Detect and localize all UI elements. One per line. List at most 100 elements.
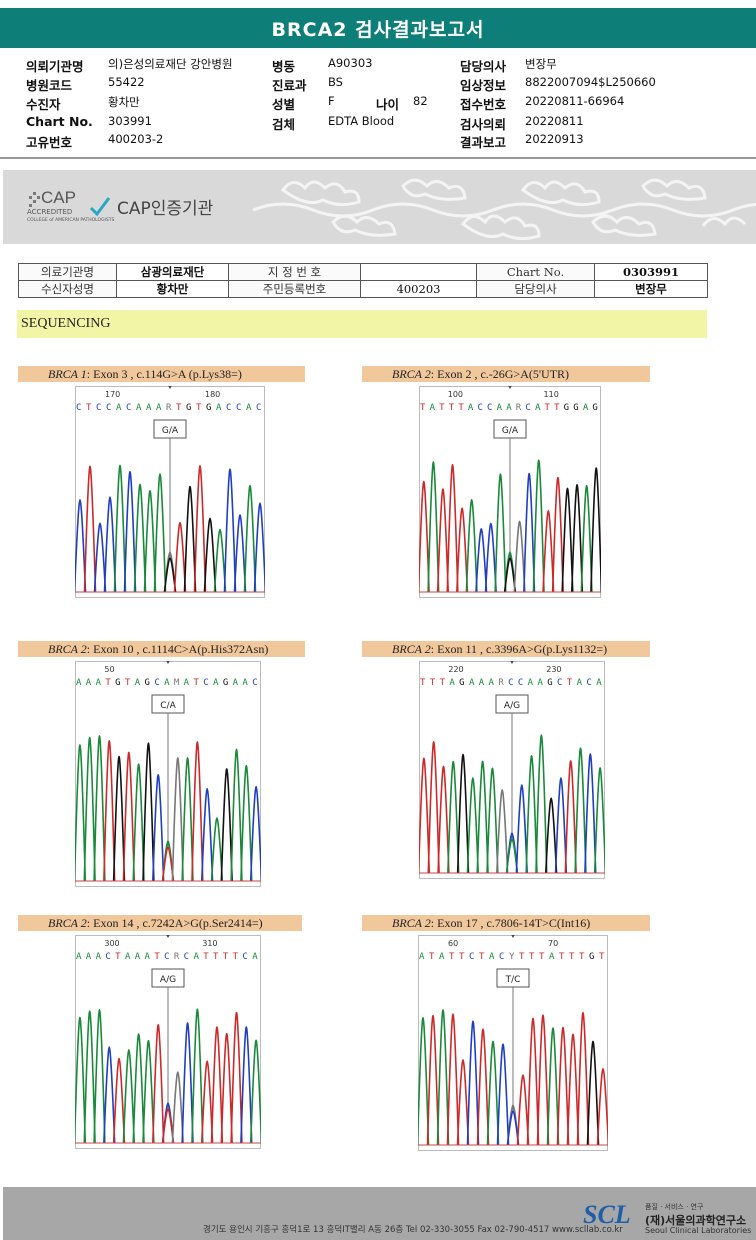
trace-peak [142, 1039, 155, 1144]
info-key: 나이 [376, 97, 400, 112]
base-call: A [469, 678, 475, 688]
trace-peak [240, 764, 253, 882]
trace-peak [496, 789, 509, 874]
cap-emblem-icon [29, 192, 111, 217]
trace-peak [418, 1017, 430, 1146]
base-call: A [156, 403, 162, 413]
trace-peak [446, 464, 459, 593]
trace-peak [163, 557, 177, 593]
cap-logo: CAP ACCREDITED COLLEGE of AMERICAN PATHO… [27, 188, 115, 230]
trace-peak [249, 1039, 261, 1144]
variant-desc: : Exon 11 , c.3396A>G(p.Lys1132=) [430, 641, 608, 656]
base-call: T [176, 403, 182, 413]
table-cell: 황차만 [116, 280, 229, 298]
footer-band [3, 1187, 756, 1240]
base-call: G [547, 678, 552, 688]
base-call: A [549, 952, 555, 962]
trace-peak [436, 488, 450, 593]
trace-peak [542, 509, 555, 593]
trace-peak [123, 470, 137, 593]
trace-peak [223, 468, 237, 593]
trace-peak [456, 507, 469, 593]
table-row: 수신자성명 황차만 주민등록번호 400203 담당의사 변장무 [18, 280, 708, 298]
base-call: A [583, 403, 589, 413]
trace-peak [152, 773, 165, 882]
base-call: A [246, 403, 252, 413]
info-row: 고유번호 400203-2 결과보고 20220913 [26, 132, 746, 150]
trace-peak [419, 480, 430, 593]
trace-peak [436, 1009, 450, 1146]
base-call: T [479, 952, 485, 962]
trace-peak [446, 1013, 460, 1146]
cap-band: CAP ACCREDITED COLLEGE of AMERICAN PATHO… [3, 170, 756, 244]
position-label: 50 [104, 665, 114, 674]
scl-tagline: 품질 · 서비스 · 연구 [645, 1203, 704, 1211]
base-call: A [506, 403, 512, 413]
trace-peak [75, 1016, 87, 1144]
base-call: R [498, 678, 504, 688]
trace-peak [574, 747, 587, 874]
trace-peak [427, 741, 440, 874]
base-call: T [599, 952, 605, 962]
trace-peak [191, 1008, 204, 1144]
trace-peak [75, 498, 87, 593]
scanned-report: CAP ACCREDITED COLLEGE of AMERICAN PATHO… [3, 170, 756, 1240]
call-label: C/A [160, 701, 176, 711]
base-call: A [136, 403, 142, 413]
trace-peak [210, 1026, 224, 1144]
trace-peak [161, 1108, 175, 1144]
info-value: 20220811 [525, 114, 584, 128]
base-call: A [537, 678, 543, 688]
info-value: 82 [413, 94, 428, 108]
divider [0, 157, 756, 159]
base-call: T [439, 403, 445, 413]
trace-peak [233, 514, 247, 593]
base-call: T [539, 952, 545, 962]
cap-college: COLLEGE of AMERICAN PATHOLOGISTS [27, 218, 115, 223]
trace-peak [103, 1046, 116, 1144]
trace-peak [456, 753, 470, 874]
trace-peak [456, 1058, 470, 1146]
trace-peak [486, 767, 499, 874]
trace-peak [230, 1011, 243, 1144]
trace-peak [586, 1040, 600, 1146]
table-cell: 0303991 [594, 263, 708, 281]
info-key: 수진자 [26, 97, 61, 112]
scl-name: (재)서울의과학연구소 [645, 1214, 747, 1227]
info-key: 진료과 [272, 78, 307, 93]
table-cell: 주민등록번호 [228, 280, 361, 298]
base-call: T [105, 678, 111, 688]
base-call: T [569, 952, 575, 962]
arrowhead [510, 661, 514, 664]
base-call: T [529, 952, 535, 962]
trace-peak [230, 748, 243, 882]
base-call: A [497, 403, 503, 413]
base-call: C [105, 952, 110, 962]
base-call: M [174, 678, 180, 688]
base-call: C [557, 678, 562, 688]
trace-peak [122, 751, 136, 882]
trace-peak [419, 757, 431, 874]
info-value: A90303 [328, 56, 373, 70]
trace-peak [143, 489, 157, 593]
base-call: A [135, 678, 141, 688]
trace-peak [506, 1110, 520, 1146]
trace-peak [515, 784, 528, 874]
position-label: 220 [448, 665, 463, 674]
info-row: 병원코드 55422 진료과 BS 임상정보 8822007094$L25066… [26, 75, 746, 93]
base-call: G [223, 678, 228, 688]
base-call: A [528, 678, 534, 688]
info-value: 변장무 [525, 57, 557, 71]
base-call: R [174, 952, 180, 962]
base-call: T [449, 403, 455, 413]
trace-peak [213, 528, 227, 593]
base-call: A [489, 678, 495, 688]
variant-desc: : Exon 14 , c.7242A>G(p.Ser2414=) [86, 915, 263, 930]
info-key: 성별 [272, 97, 296, 112]
trace-peak [132, 1033, 145, 1144]
trace-peak [253, 502, 265, 593]
trace-peak [564, 760, 577, 874]
table-cell: 의료기관명 [18, 263, 117, 281]
base-call: T [420, 678, 426, 688]
